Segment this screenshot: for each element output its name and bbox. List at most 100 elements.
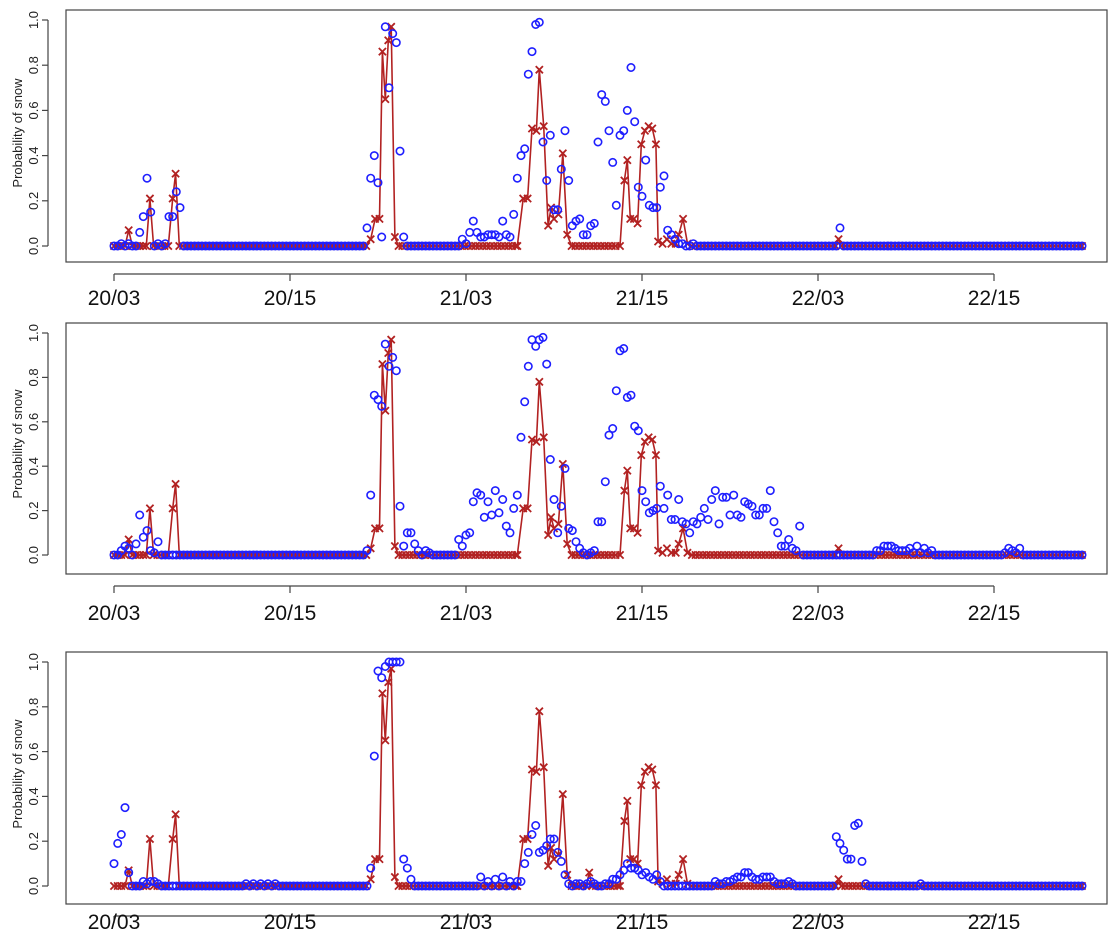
predicted-point [520, 144, 530, 154]
observed-point [546, 843, 556, 853]
predicted-point [718, 492, 728, 502]
predicted-point [762, 503, 772, 513]
observed-point [168, 834, 177, 844]
observed-point [139, 241, 148, 251]
predicted-point [388, 29, 398, 39]
observed-point [381, 406, 390, 415]
predicted-point [505, 232, 515, 242]
y-tick-label: 0.6 [26, 743, 41, 761]
predicted-point [619, 126, 629, 136]
y-tick-label: 0.8 [26, 368, 41, 386]
predicted-point [1015, 543, 1025, 553]
predicted-point [549, 205, 559, 215]
predicted-point [377, 232, 387, 242]
observed-point [381, 736, 390, 745]
predicted-point [468, 216, 478, 226]
predicted-point [399, 541, 409, 551]
predicted-point [373, 666, 383, 676]
observed-point [523, 834, 532, 844]
y-tick-label: 0.8 [26, 56, 41, 74]
predicted-point [498, 494, 508, 504]
observed-point [615, 241, 625, 251]
observed-line [114, 26, 1082, 247]
predicted-point [523, 361, 533, 371]
predicted-point [355, 241, 365, 251]
predicted-point [630, 117, 640, 127]
predicted-point [512, 876, 522, 886]
predicted-point [520, 859, 530, 869]
observed-point [543, 221, 553, 230]
observed-point [615, 550, 625, 560]
predicted-point [575, 214, 585, 224]
predicted-point [516, 151, 526, 161]
predicted-point [175, 203, 185, 213]
predicted-point [556, 501, 566, 511]
observed-point [145, 504, 155, 513]
predicted-point [509, 503, 519, 513]
x-tick-label: 20/15 [264, 911, 317, 934]
predicted-point [501, 521, 511, 531]
predicted-point [593, 517, 603, 527]
predicted-point [872, 546, 882, 556]
predicted-point [637, 486, 647, 496]
predicted-point [542, 359, 552, 369]
predicted-point [516, 432, 526, 442]
predicted-point [380, 22, 390, 32]
y-tick-label: 0.2 [26, 832, 41, 850]
predicted-point [369, 751, 379, 761]
panel-top: 0.0 0.2 0.4 0.6 0.8 1.0 Probability of snow 20/… [10, 9, 1108, 310]
observed-point [558, 149, 568, 158]
observed-point [171, 169, 180, 178]
predicted-point [142, 173, 152, 183]
observed-point [523, 194, 532, 203]
observed-point [651, 450, 661, 460]
predicted-point [556, 856, 566, 866]
predicted-point [116, 829, 126, 839]
series-observed [109, 22, 1087, 251]
x-tick-label: 21/03 [440, 287, 493, 310]
predicted-point [483, 497, 493, 507]
observed-point [511, 241, 521, 251]
observed-point [648, 124, 657, 133]
predicted-point [534, 17, 544, 27]
predicted-point [831, 832, 841, 842]
observed-point [375, 214, 384, 224]
predicted-point [450, 241, 460, 251]
predicted-point [362, 223, 372, 233]
observed-point [366, 875, 375, 884]
predicted-point [399, 854, 409, 864]
predicted-point [391, 38, 401, 48]
predicted-point [468, 881, 478, 891]
predicted-point [465, 528, 475, 538]
observed-point [390, 232, 400, 242]
predicted-point [600, 96, 610, 106]
predicted-point [109, 859, 119, 869]
x-tick-label: 20/03 [88, 602, 141, 625]
y-tick-label: 0.4 [26, 147, 41, 165]
plot-frame [65, 651, 1108, 905]
observed-point [124, 866, 133, 875]
predicted-point [520, 397, 530, 407]
observed-point [683, 548, 692, 558]
predicted-point [373, 395, 383, 405]
observed-point [539, 433, 548, 442]
observed-point [390, 872, 400, 882]
predicted-point [560, 126, 570, 136]
observed-point [384, 348, 393, 358]
predicted-point [362, 546, 372, 556]
predicted-point [523, 847, 533, 857]
observed-line [114, 668, 1082, 887]
predicted-point [131, 881, 141, 891]
predicted-point [527, 47, 537, 57]
predicted-point [560, 463, 570, 473]
observed-point [562, 539, 572, 549]
predicted-point [160, 239, 170, 249]
predicted-point [582, 230, 592, 240]
observed-point [637, 780, 646, 790]
predicted-point [391, 657, 401, 667]
predicted-point [567, 526, 577, 536]
predicted-point [395, 657, 405, 667]
predicted-point [600, 477, 610, 487]
predicted-point [754, 510, 764, 520]
predicted-point [369, 151, 379, 161]
